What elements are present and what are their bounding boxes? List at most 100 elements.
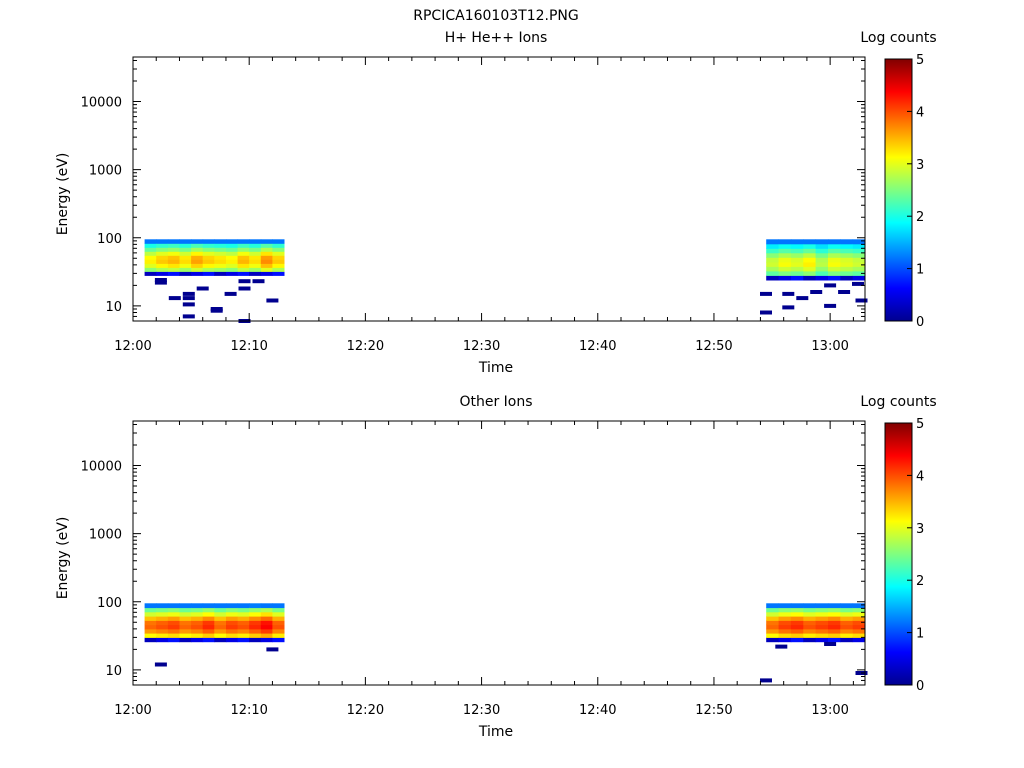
spectrogram-cell bbox=[778, 603, 792, 609]
spectrogram-cell bbox=[803, 637, 817, 643]
spectrogram-cell bbox=[260, 616, 273, 621]
spectrogram-cell bbox=[144, 255, 157, 260]
spectrogram-cell bbox=[202, 263, 215, 268]
spectrogram-cell bbox=[803, 607, 817, 613]
spectrogram-cell bbox=[815, 637, 829, 643]
spectrogram-cell bbox=[214, 239, 227, 244]
spectrogram-cell bbox=[156, 611, 169, 617]
spectrogram-cell bbox=[852, 275, 866, 281]
spectrogram-cell bbox=[226, 239, 239, 244]
spectrogram-cell bbox=[179, 267, 192, 272]
spectrogram-cell bbox=[202, 628, 215, 634]
spectrogram-cell bbox=[214, 263, 227, 268]
spectrogram-cell bbox=[852, 616, 866, 621]
spectrogram-cell bbox=[214, 616, 227, 621]
spectrogram-cell bbox=[815, 243, 829, 249]
x-tick-label: 12:10 bbox=[230, 339, 267, 354]
sparse-count-mark bbox=[760, 678, 772, 683]
spectrogram-cell bbox=[260, 263, 273, 268]
spectrogram-cell bbox=[179, 628, 192, 634]
spectrogram-cell bbox=[803, 248, 817, 254]
spectrogram-cell bbox=[237, 611, 250, 617]
spectrogram-cell bbox=[237, 243, 250, 248]
spectrogram-cell bbox=[840, 270, 854, 276]
spectrogram-cell bbox=[840, 266, 854, 272]
x-axis-label: Time bbox=[478, 724, 513, 740]
sparse-count-mark bbox=[824, 642, 837, 646]
spectrogram-cell bbox=[226, 607, 239, 613]
spectrogram-cell bbox=[803, 611, 817, 617]
spectrogram-cell bbox=[167, 259, 180, 264]
spectrogram-cell bbox=[144, 239, 157, 244]
spectrogram-cell bbox=[156, 239, 169, 244]
colorbar-tick-label: 0 bbox=[916, 315, 924, 330]
spectrogram-cell bbox=[167, 247, 180, 252]
spectrogram-cell bbox=[214, 628, 227, 634]
spectrogram-cell bbox=[778, 261, 792, 267]
spectrogram-cell bbox=[156, 628, 169, 634]
spectrogram-cell bbox=[214, 267, 227, 272]
spectrogram-cell bbox=[260, 251, 273, 256]
y-tick-label: 10 bbox=[105, 664, 122, 679]
spectrogram-cell bbox=[167, 267, 180, 272]
spectrogram-cell bbox=[828, 270, 841, 276]
spectrogram-cell bbox=[828, 248, 841, 254]
spectrogram-cell bbox=[167, 637, 180, 643]
sparse-count-mark bbox=[782, 305, 795, 310]
spectrogram-cell bbox=[803, 243, 817, 249]
colorbar bbox=[884, 422, 913, 686]
spectrogram-cell bbox=[852, 628, 866, 634]
spectrogram-cell bbox=[237, 255, 250, 260]
spectrogram-cell bbox=[852, 633, 866, 638]
spectrogram-cell bbox=[828, 603, 841, 609]
spectrogram-cell bbox=[272, 259, 285, 264]
spectrogram-cell bbox=[156, 637, 169, 643]
spectrogram-cell bbox=[815, 266, 829, 272]
spectrogram-cell bbox=[249, 263, 262, 268]
spectrogram-cell bbox=[260, 243, 273, 248]
spectrogram-cell bbox=[828, 261, 841, 267]
spectrogram-cell bbox=[191, 628, 204, 634]
y-axis-label: Energy (eV) bbox=[55, 517, 71, 600]
spectrogram-cell bbox=[156, 633, 169, 638]
sparse-count-mark bbox=[182, 296, 195, 301]
spectrogram-cell bbox=[766, 243, 779, 249]
spectrogram-cell bbox=[803, 620, 817, 626]
spectrogram-cell bbox=[272, 633, 285, 638]
colorbar-tick-label: 1 bbox=[916, 263, 924, 278]
spectrogram-cell bbox=[179, 243, 192, 248]
spectrogram-cell bbox=[237, 616, 250, 621]
spectrogram-cell bbox=[226, 611, 239, 617]
spectrogram-cell bbox=[260, 271, 273, 276]
spectrogram-cell bbox=[803, 252, 817, 258]
spectrogram-cell bbox=[144, 637, 157, 643]
spectrogram-cell bbox=[191, 611, 204, 617]
spectrogram-cell bbox=[272, 255, 285, 260]
spectrogram-cell bbox=[144, 603, 157, 609]
spectrogram-cell bbox=[191, 267, 204, 272]
spectrogram-cell bbox=[179, 611, 192, 617]
spectrogram-cell bbox=[260, 624, 273, 630]
spectrogram-cell bbox=[272, 611, 285, 617]
spectrogram-cell bbox=[214, 247, 227, 252]
spectrogram-cell bbox=[167, 271, 180, 276]
spectrogram-cell bbox=[803, 603, 817, 609]
spectrogram-cell bbox=[778, 243, 792, 249]
colorbar-tick-label: 5 bbox=[916, 417, 924, 432]
spectrogram-cell bbox=[778, 611, 792, 617]
colorbar-tick-label: 5 bbox=[916, 53, 924, 68]
spectrogram-cell bbox=[237, 607, 250, 613]
spectrogram-cell bbox=[766, 633, 779, 638]
spectrogram-cell bbox=[179, 616, 192, 621]
spectrogram-cell bbox=[778, 628, 792, 634]
spectrogram-cell bbox=[828, 628, 841, 634]
spectrogram-cell bbox=[790, 261, 804, 267]
spectrogram-cell bbox=[156, 259, 169, 264]
spectrogram-cell bbox=[214, 611, 227, 617]
plot-frame bbox=[132, 56, 866, 322]
spectrogram-cell bbox=[237, 628, 250, 634]
spectrogram-cell bbox=[803, 624, 817, 630]
x-tick-label: 12:00 bbox=[114, 339, 151, 354]
sparse-count-mark bbox=[252, 279, 265, 284]
panel-title: Other Ions bbox=[459, 394, 532, 410]
